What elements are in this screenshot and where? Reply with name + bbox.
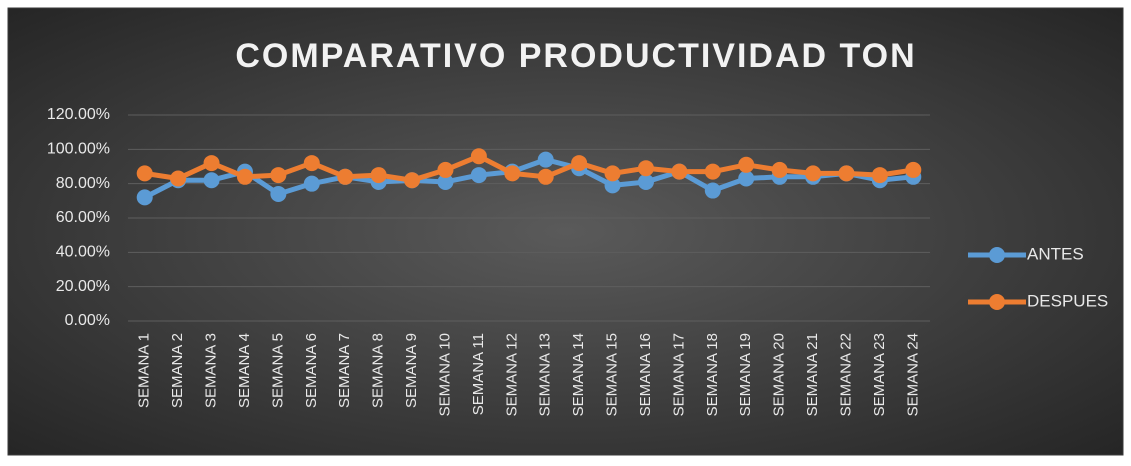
series-marker [270,185,287,202]
series-marker [136,165,153,182]
series-marker [236,168,253,185]
series-marker [738,170,755,187]
chart-title: COMPARATIVO PRODUCTIVIDAD TON [235,37,916,75]
y-tick-label: 120.00% [47,106,110,123]
x-tick-label: SEMANA 12 [503,333,520,416]
series-marker [604,165,621,182]
legend-label: ANTES [1027,244,1084,263]
series-marker [470,167,487,184]
series-marker [738,156,755,173]
series-marker [370,167,387,184]
chart-background [7,7,1124,456]
legend-marker [989,247,1005,263]
x-tick-label: SEMANA 16 [637,333,654,416]
series-marker [203,172,220,189]
y-tick-label: 0.00% [65,312,110,329]
y-tick-label: 60.00% [56,209,110,226]
y-tick-label: 100.00% [47,141,110,158]
series-marker [470,148,487,165]
x-tick-label: SEMANA 15 [604,333,621,416]
x-tick-label: SEMANA 1 [136,333,153,408]
series-marker [704,182,721,199]
series-marker [637,173,654,190]
series-marker [537,168,554,185]
series-marker [303,155,320,172]
y-tick-label: 40.00% [56,244,110,261]
series-marker [504,165,521,182]
x-tick-label: SEMANA 13 [537,333,554,416]
x-tick-label: SEMANA 11 [470,333,487,415]
series-marker [537,151,554,168]
series-marker [404,172,421,189]
series-marker [437,161,454,178]
series-marker [871,167,888,184]
series-marker [905,161,922,178]
x-tick-label: SEMANA 20 [771,333,788,416]
x-tick-label: SEMANA 5 [269,333,286,408]
x-tick-label: SEMANA 23 [871,333,888,416]
x-tick-label: SEMANA 21 [804,333,821,416]
x-tick-label: SEMANA 7 [336,333,353,408]
series-marker [704,163,721,180]
x-tick-label: SEMANA 18 [704,333,721,416]
x-tick-label: SEMANA 22 [837,333,854,416]
series-marker [637,160,654,177]
series-marker [170,170,187,187]
x-tick-label: SEMANA 6 [303,333,320,408]
series-marker [805,165,822,182]
series-marker [838,165,855,182]
series-marker [136,189,153,206]
series-marker [270,167,287,184]
x-tick-label: SEMANA 2 [169,333,186,408]
series-marker [303,175,320,192]
x-tick-label: SEMANA 4 [236,333,253,408]
y-tick-label: 80.00% [56,175,110,192]
x-tick-label: SEMANA 19 [737,333,754,416]
series-marker [571,155,588,172]
series-marker [337,168,354,185]
x-tick-label: SEMANA 3 [203,333,220,408]
series-marker [203,155,220,172]
x-tick-label: SEMANA 14 [570,333,587,416]
series-marker [771,161,788,178]
series-marker [437,173,454,190]
legend-marker [989,294,1005,310]
series-marker [671,163,688,180]
x-tick-label: SEMANA 8 [370,333,387,408]
x-tick-label: SEMANA 10 [436,333,453,416]
series-marker [604,177,621,194]
x-tick-label: SEMANA 17 [670,333,687,416]
y-tick-label: 20.00% [56,278,110,295]
x-tick-label: SEMANA 9 [403,333,420,408]
legend-label: DESPUES [1027,291,1108,310]
x-tick-label: SEMANA 24 [904,333,921,416]
